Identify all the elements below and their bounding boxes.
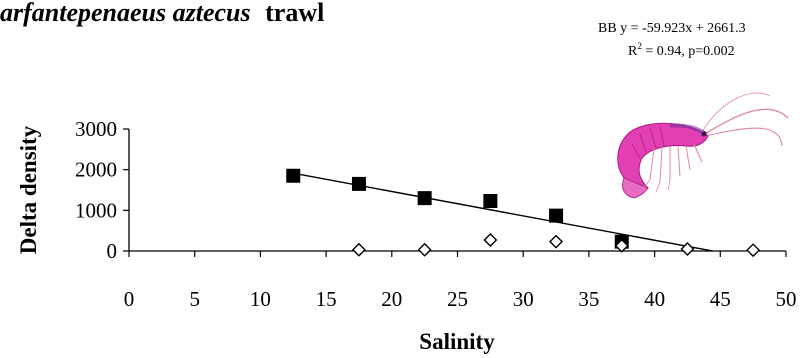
x-tick-label: 40 [644, 287, 665, 311]
title-suffix: trawl [265, 0, 324, 27]
y-tick-label: 1000 [75, 198, 117, 222]
point-diamond [614, 238, 629, 253]
x-tick-label: 25 [447, 287, 468, 311]
x-tick-label: 0 [124, 287, 135, 311]
y-tick-label: 3000 [75, 117, 117, 141]
x-ticks: 0 5 10 15 20 25 30 35 40 45 50 [124, 251, 797, 311]
point-diamond [417, 242, 432, 257]
title-species: arfantepenaeus aztecus [0, 0, 251, 27]
point-diamond [746, 243, 761, 258]
y-tick-label: 0 [107, 239, 118, 263]
r2-suffix: = 0.94, p=0.002 [642, 44, 735, 59]
x-tick-label: 10 [250, 287, 271, 311]
point-diamond [549, 234, 564, 249]
chart-title: arfantepenaeus aztecus trawl [0, 0, 324, 27]
regression-equation: BB y = -59.923x + 2661.3 [598, 21, 746, 36]
x-tick-label: 35 [578, 287, 599, 311]
x-tick-label: 15 [316, 287, 337, 311]
y-tick-label: 2000 [75, 158, 117, 182]
axes [128, 129, 786, 252]
x-tick-label: 30 [513, 287, 534, 311]
point-diamond [680, 241, 695, 256]
x-tick-label: 45 [710, 287, 731, 311]
point-square [549, 208, 564, 223]
shrimp-illustration [617, 92, 789, 199]
point-square [286, 168, 301, 183]
point-diamond [483, 233, 498, 248]
point-square [483, 193, 498, 208]
data-points [286, 168, 761, 258]
point-diamond [351, 242, 366, 257]
x-tick-label: 5 [189, 287, 200, 311]
x-axis-label: Salinity [419, 329, 495, 354]
r2-prefix: R [628, 44, 638, 59]
y-ticks: 0 1000 2000 3000 [75, 117, 129, 263]
r2-superscript: 2 [637, 41, 642, 51]
regression-stats: R2 = 0.94, p=0.002 [628, 41, 735, 59]
x-tick-label: 50 [776, 287, 797, 311]
point-square [351, 176, 366, 191]
x-tick-label: 20 [381, 287, 402, 311]
y-axis-label: Delta density [16, 125, 41, 254]
point-square [417, 191, 432, 206]
